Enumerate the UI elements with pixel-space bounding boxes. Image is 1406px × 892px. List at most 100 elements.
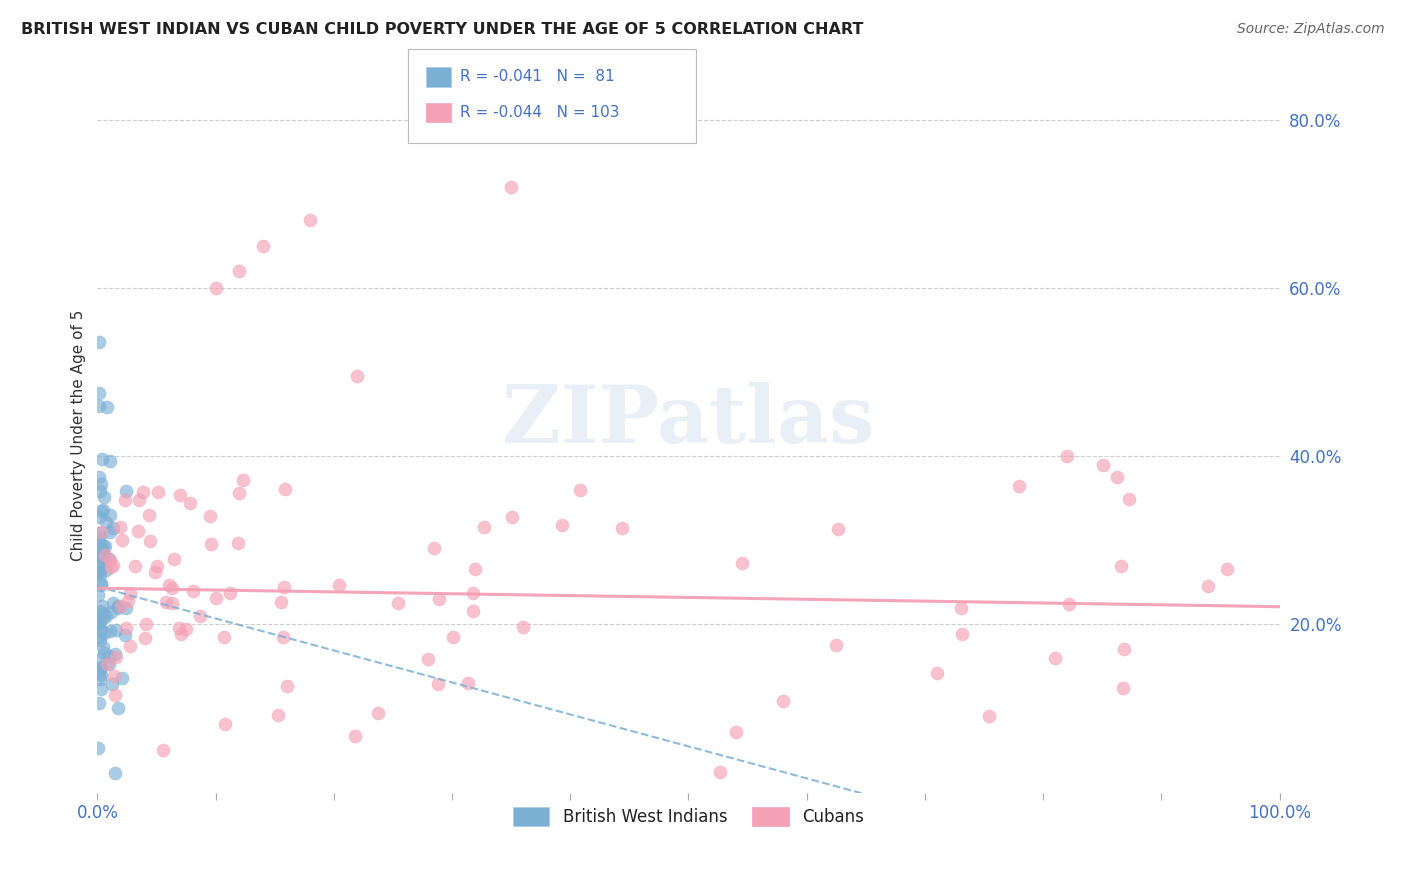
Point bbox=[1197, 579, 1219, 593]
Point bbox=[427, 677, 450, 691]
Point bbox=[114, 492, 136, 507]
Point bbox=[114, 628, 136, 642]
Point bbox=[89, 603, 111, 617]
Point bbox=[610, 521, 633, 535]
Point bbox=[299, 213, 322, 227]
Point bbox=[94, 563, 117, 577]
Point bbox=[87, 615, 110, 629]
Point bbox=[1109, 559, 1132, 574]
Point bbox=[103, 669, 125, 683]
Point bbox=[101, 558, 124, 572]
Point bbox=[104, 765, 127, 780]
Point bbox=[91, 640, 114, 654]
Point bbox=[170, 627, 193, 641]
Point bbox=[139, 533, 162, 548]
Point bbox=[200, 537, 222, 551]
Point bbox=[101, 521, 124, 535]
Y-axis label: Child Poverty Under the Age of 5: Child Poverty Under the Age of 5 bbox=[72, 310, 86, 561]
Point bbox=[725, 725, 748, 739]
Point bbox=[464, 562, 486, 576]
Point bbox=[89, 483, 111, 498]
Point bbox=[90, 682, 112, 697]
Point bbox=[107, 701, 129, 715]
Point bbox=[90, 659, 112, 673]
Point bbox=[89, 555, 111, 569]
Point bbox=[87, 740, 110, 755]
Point bbox=[89, 662, 111, 676]
Point bbox=[98, 524, 121, 539]
Point bbox=[87, 335, 110, 350]
Point bbox=[97, 648, 120, 663]
Point bbox=[87, 565, 110, 579]
Point bbox=[214, 717, 236, 731]
Point bbox=[93, 490, 115, 504]
Point bbox=[427, 591, 450, 606]
Point bbox=[152, 743, 174, 757]
Point bbox=[91, 503, 114, 517]
Point bbox=[98, 454, 121, 468]
Point bbox=[90, 576, 112, 591]
Text: BRITISH WEST INDIAN VS CUBAN CHILD POVERTY UNDER THE AGE OF 5 CORRELATION CHART: BRITISH WEST INDIAN VS CUBAN CHILD POVER… bbox=[21, 22, 863, 37]
Point bbox=[1114, 641, 1136, 656]
Point bbox=[274, 482, 297, 496]
Point bbox=[87, 386, 110, 401]
Point bbox=[90, 542, 112, 557]
Point bbox=[146, 558, 169, 573]
Point bbox=[105, 650, 128, 665]
Point bbox=[328, 577, 350, 591]
Point bbox=[162, 596, 184, 610]
Point bbox=[96, 657, 118, 671]
Point bbox=[111, 533, 134, 548]
Point bbox=[98, 508, 121, 522]
Point bbox=[89, 652, 111, 666]
Point bbox=[214, 630, 236, 644]
Point bbox=[124, 558, 146, 573]
Point bbox=[93, 646, 115, 660]
Point bbox=[91, 606, 114, 620]
Point bbox=[160, 581, 183, 595]
Point bbox=[87, 399, 110, 413]
Point bbox=[501, 179, 523, 194]
Point bbox=[98, 624, 121, 639]
Point bbox=[551, 517, 574, 532]
Point bbox=[1216, 561, 1239, 575]
Point bbox=[114, 484, 136, 499]
Point bbox=[87, 616, 110, 631]
Point bbox=[138, 508, 160, 522]
Point bbox=[252, 238, 274, 252]
Point bbox=[1056, 449, 1078, 463]
Point bbox=[96, 400, 118, 414]
Point bbox=[91, 599, 114, 613]
Point bbox=[110, 520, 132, 534]
Point bbox=[134, 632, 156, 646]
Point bbox=[89, 696, 111, 710]
Point bbox=[103, 688, 125, 702]
Point bbox=[105, 623, 128, 637]
Point bbox=[824, 639, 846, 653]
Point bbox=[1091, 458, 1114, 472]
Point bbox=[441, 630, 464, 644]
Point bbox=[107, 600, 129, 615]
Point bbox=[107, 599, 129, 614]
Point bbox=[463, 604, 485, 618]
Point bbox=[228, 264, 250, 278]
Point bbox=[569, 483, 592, 498]
Point bbox=[387, 596, 409, 610]
Point bbox=[89, 632, 111, 647]
Point bbox=[90, 623, 112, 637]
Point bbox=[90, 667, 112, 681]
Point bbox=[93, 549, 115, 563]
Point bbox=[87, 665, 110, 679]
Point bbox=[416, 652, 439, 666]
Point bbox=[100, 677, 122, 691]
Point bbox=[90, 557, 112, 571]
Point bbox=[979, 708, 1001, 723]
Point bbox=[472, 520, 495, 534]
Point bbox=[950, 601, 973, 615]
Point bbox=[89, 566, 111, 581]
Point bbox=[266, 708, 288, 723]
Legend: British West Indians, Cubans: British West Indians, Cubans bbox=[505, 798, 873, 834]
Point bbox=[87, 560, 110, 574]
Point bbox=[950, 627, 973, 641]
Point bbox=[100, 553, 122, 567]
